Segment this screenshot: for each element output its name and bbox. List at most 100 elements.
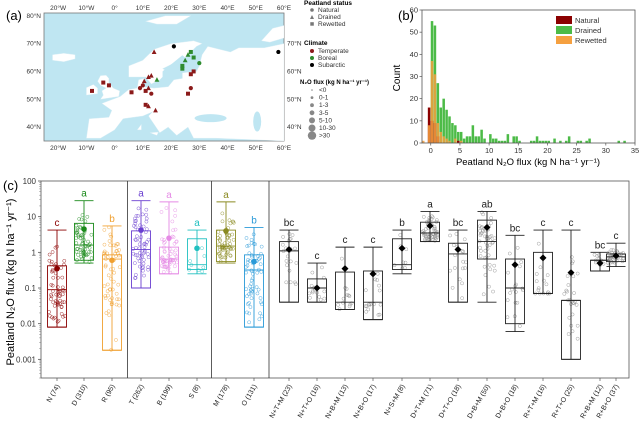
boxplot-point [427, 217, 432, 222]
boxplot-point [111, 279, 116, 284]
boxplot-point [135, 234, 139, 239]
boxplot-point [534, 279, 539, 284]
legend-flux-circle [309, 110, 315, 116]
boxplot-point [486, 253, 491, 258]
boxplot-point [138, 223, 142, 228]
boxplot-point [245, 263, 250, 268]
histogram-bar-drained [623, 140, 626, 143]
legend-triangle-icon [310, 15, 314, 19]
boxplot-group: a S (8) [187, 218, 207, 401]
histogram-bar-drained [494, 138, 498, 143]
boxplot-point [49, 294, 54, 299]
boxplot-point [141, 265, 146, 269]
boxplot-point [227, 238, 232, 243]
histogram-bar-drained [439, 107, 443, 143]
boxplot-point [133, 276, 137, 280]
site-marker-triangle [182, 57, 188, 63]
boxplot-point [164, 206, 169, 210]
boxplot-point [592, 252, 597, 257]
boxplot-point [457, 277, 462, 282]
legend-status-label: Drained [318, 14, 341, 21]
boxplot-point [542, 278, 546, 283]
boxplot-point [171, 235, 176, 240]
boxplot-mean-marker [251, 258, 257, 265]
histogram-ytick-label: 0 [414, 139, 418, 148]
histogram-bar-drained [579, 140, 583, 143]
land-polygon [261, 25, 284, 43]
boxplot-point [159, 210, 164, 214]
histogram-bar-drained [474, 136, 478, 143]
boxplot-group: ab D+B+M (50) [467, 199, 497, 420]
boxplot-point [244, 287, 249, 291]
boxplot-point [134, 238, 138, 243]
boxplot-point [49, 269, 54, 274]
boxplot-point [107, 239, 112, 243]
boxplot-point [109, 267, 113, 272]
boxplot-point [114, 291, 119, 296]
boxplot-point [61, 288, 66, 293]
legend-flux-label: <0 [319, 87, 327, 94]
boxplot-point [294, 261, 299, 265]
boxplot-point [138, 237, 142, 242]
legend-square-icon [310, 22, 314, 26]
boxplot-point [141, 261, 146, 266]
boxplot-point [348, 302, 353, 307]
site-marker-square [191, 55, 196, 60]
boxplot-point [59, 304, 64, 309]
histogram-bar-drained [564, 140, 568, 143]
boxplot-point [310, 290, 315, 295]
boxplot-point [85, 214, 90, 219]
boxplot-mean-marker [398, 244, 406, 252]
boxplot-point [288, 280, 293, 285]
boxplot-point [62, 300, 67, 304]
boxplot-point [341, 300, 345, 305]
histogram-bar-natural [457, 140, 460, 143]
boxplot-point [364, 304, 369, 309]
boxplot-box [307, 278, 327, 303]
boxplot-point [575, 323, 580, 328]
boxplot-xtick-label: S (8) [188, 384, 202, 401]
boxplot-point [378, 302, 383, 307]
histogram-bar-drained [617, 140, 621, 143]
boxplot-group: c N (74) [46, 218, 67, 404]
histogram-bar-rewetted [422, 140, 425, 143]
boxplot-significance-letter: b [109, 214, 115, 225]
boxplot-point [173, 227, 178, 232]
boxplot-significance-letter: a [223, 190, 229, 201]
boxplot-group: bcR+B+M (12) [580, 240, 610, 420]
boxplot-point [160, 237, 164, 242]
boxplot-point [484, 240, 488, 245]
boxplot-point [146, 267, 150, 272]
boxplot-point [481, 212, 485, 217]
caspian-sea [253, 111, 262, 132]
boxplot-point [513, 300, 518, 305]
boxplot-mean-marker [166, 235, 172, 241]
boxplot-point [47, 258, 52, 263]
boxplot-point [47, 252, 52, 257]
boxplot-point [50, 250, 55, 254]
histogram-bar-rewetted [442, 136, 445, 143]
boxplot-point [81, 248, 86, 253]
map-lon-tick-bottom: 10°E [136, 144, 151, 152]
boxplot-point [144, 227, 149, 232]
boxplot-point [132, 261, 137, 265]
boxplot-point [505, 298, 510, 302]
boxplot-point [60, 285, 65, 290]
boxplot-point [221, 248, 225, 253]
boxplot-point [220, 247, 224, 252]
boxplot-point [106, 293, 110, 298]
legend-flux-circle [311, 89, 313, 91]
map-lat-tick-right: 60°N [287, 67, 302, 75]
histogram-bar-drained [445, 109, 448, 143]
boxplot-point [102, 228, 107, 232]
boxplot-point [109, 234, 114, 239]
boxplot-point [249, 238, 254, 242]
boxplot-point [59, 265, 63, 270]
boxplot-point [170, 219, 175, 224]
boxplot-point [230, 232, 235, 237]
boxplot-point [115, 248, 119, 253]
boxplot-point [133, 221, 138, 226]
boxplot-point [248, 305, 253, 309]
boxplot-group: bc D+B+O (18) [495, 223, 525, 420]
boxplot-point [431, 231, 436, 236]
